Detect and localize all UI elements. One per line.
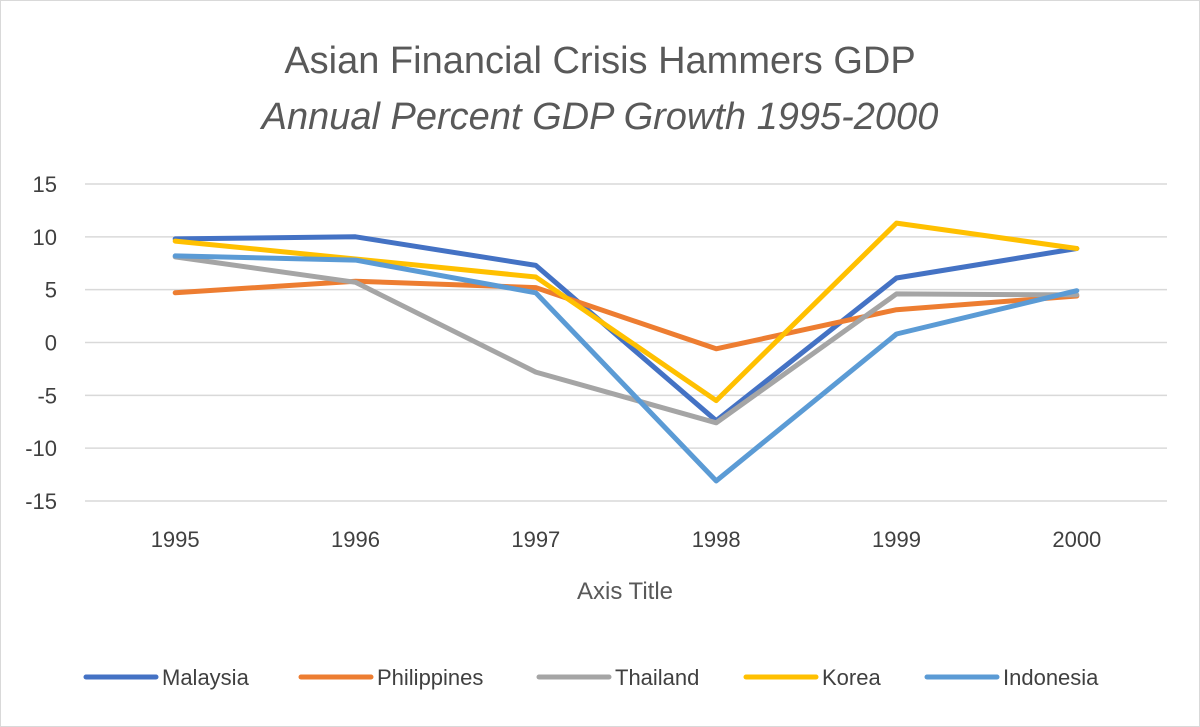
x-tick-label: 1997: [511, 527, 560, 552]
legend-label: Indonesia: [1003, 665, 1099, 690]
legend-item-philippines: Philippines: [298, 665, 483, 690]
y-axis-tick-labels: 15 10 5 0 -5 -10 -15: [25, 172, 57, 514]
y-tick-label: -10: [25, 436, 57, 461]
legend-label: Philippines: [377, 665, 483, 690]
y-tick-label: 0: [45, 331, 57, 356]
chart-subtitle: Annual Percent GDP Growth 1995-2000: [260, 96, 939, 138]
series-lines: [172, 220, 1080, 484]
x-tick-label: 1998: [692, 527, 741, 552]
legend-label: Thailand: [615, 665, 699, 690]
legend-item-korea: Korea: [743, 665, 881, 690]
y-tick-label: 10: [33, 225, 57, 250]
series-line-malaysia: [172, 234, 1080, 424]
x-tick-label: 2000: [1052, 527, 1101, 552]
series-line-korea: [172, 220, 1080, 404]
x-tick-label: 1996: [331, 527, 380, 552]
legend-label: Malaysia: [162, 665, 250, 690]
legend: Malaysia Philippines Thailand Korea Indonesi…: [83, 665, 1099, 690]
chart-title: Asian Financial Crisis Hammers GDP: [284, 40, 915, 82]
series-line-indonesia: [172, 253, 1080, 484]
legend-item-malaysia: Malaysia: [83, 665, 250, 690]
y-tick-label: -15: [25, 489, 57, 514]
series-line-philippines: [172, 278, 1080, 352]
y-tick-label: 5: [45, 278, 57, 303]
legend-label: Korea: [822, 665, 881, 690]
x-axis-title: Axis Title: [577, 578, 673, 605]
legend-item-thailand: Thailand: [536, 665, 699, 690]
series-line-thailand: [172, 254, 1080, 426]
x-axis-tick-labels: 1995 1996 1997 1998 1999 2000: [151, 527, 1102, 552]
x-tick-label: 1995: [151, 527, 200, 552]
y-tick-label: -5: [37, 383, 57, 408]
x-tick-label: 1999: [872, 527, 921, 552]
y-tick-label: 15: [33, 172, 57, 197]
legend-item-indonesia: Indonesia: [924, 665, 1099, 690]
